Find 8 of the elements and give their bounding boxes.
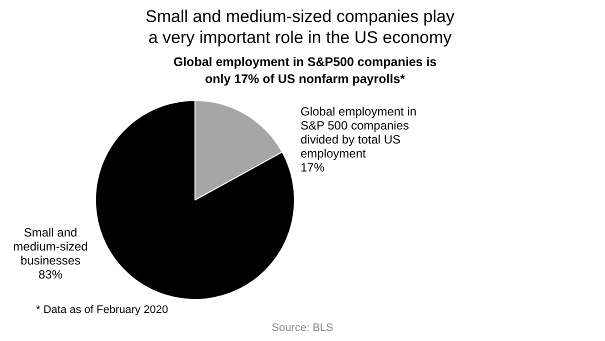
slice-label: Global employment in S&P 500 companies divided by total US employment [300, 104, 417, 160]
data-label: 17% [300, 160, 325, 174]
chart-title: Small and medium-sized companies play a very important role in the US economy [144, 6, 456, 48]
data-label: 83% [38, 268, 63, 282]
slice-label: Small and medium-sized businesses [13, 226, 88, 268]
text: * Data as of February 2020 [36, 304, 168, 316]
source-note: Source: BLS [270, 322, 334, 334]
chart-subtitle: Global employment in S&P500 companies is only 17% of US nonfarm payrolls* [172, 54, 438, 88]
